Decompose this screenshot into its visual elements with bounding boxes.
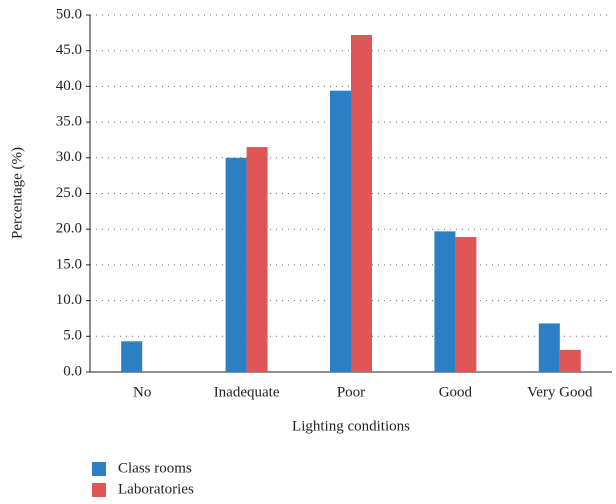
legend-swatch [92, 462, 106, 476]
bar [455, 237, 477, 372]
y-tick-label: 0.0 [63, 363, 82, 379]
y-tick-label: 35.0 [56, 114, 82, 130]
legend-swatch [92, 483, 106, 497]
legend-label: Class rooms [118, 460, 192, 476]
y-tick-label: 15.0 [56, 256, 82, 272]
y-tick-label: 50.0 [56, 6, 82, 22]
bar [330, 90, 351, 373]
y-tick-label: 30.0 [56, 149, 82, 165]
bar [225, 157, 247, 372]
x-axis-label: Lighting conditions [292, 418, 410, 434]
bar [351, 34, 372, 372]
x-tick-label: Good [439, 384, 473, 400]
y-axis-label: Percentage (%) [9, 147, 25, 239]
y-tick-label: 25.0 [56, 185, 82, 201]
y-tick-label: 45.0 [56, 42, 82, 58]
bar [121, 341, 143, 372]
x-tick-label: Poor [337, 384, 365, 400]
bar [434, 231, 456, 372]
y-tick-label: 5.0 [63, 328, 82, 344]
legend-label: Laboratories [118, 481, 194, 497]
x-tick-label: Very Good [527, 384, 593, 400]
bar [246, 147, 268, 372]
y-tick-label: 40.0 [56, 78, 82, 94]
bar [559, 349, 581, 372]
y-tick-label: 10.0 [56, 292, 82, 308]
bar [538, 323, 560, 372]
y-tick-label: 20.0 [56, 221, 82, 237]
x-tick-label: No [133, 384, 151, 400]
x-tick-label: Inadequate [214, 384, 280, 400]
